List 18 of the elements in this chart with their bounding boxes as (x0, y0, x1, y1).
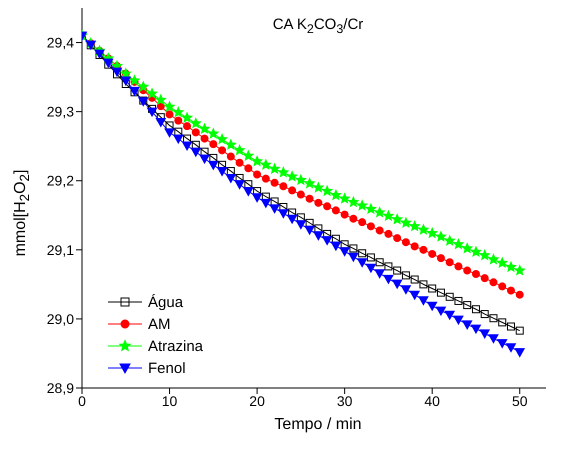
y-tick-label: 29,1 (46, 242, 74, 258)
y-tick-label: 28,9 (46, 380, 74, 396)
legend-label: AM (148, 316, 170, 332)
legend-label: Atrazina (148, 338, 204, 354)
y-tick-label: 29,0 (46, 310, 74, 327)
y-tick-label: 29,2 (46, 172, 74, 189)
x-axis-title: Tempo / min (273, 416, 363, 434)
y-tick-label: 29,3 (46, 104, 74, 120)
text: CA K$_{2}$CO$_{3}$/Cr (272, 16, 364, 36)
legend-label: Fenol (148, 360, 186, 376)
x-tick-label: 30 (336, 392, 353, 409)
x-tick-label: 50 (512, 392, 528, 409)
x-tick-label: 10 (162, 392, 178, 409)
x-tick-label: 20 (249, 392, 266, 409)
x-tick-label: 0 (78, 392, 86, 409)
legend-label: Água (148, 294, 184, 310)
x-tick-label: 40 (424, 392, 440, 409)
y-tick-label: 29,4 (46, 34, 74, 51)
